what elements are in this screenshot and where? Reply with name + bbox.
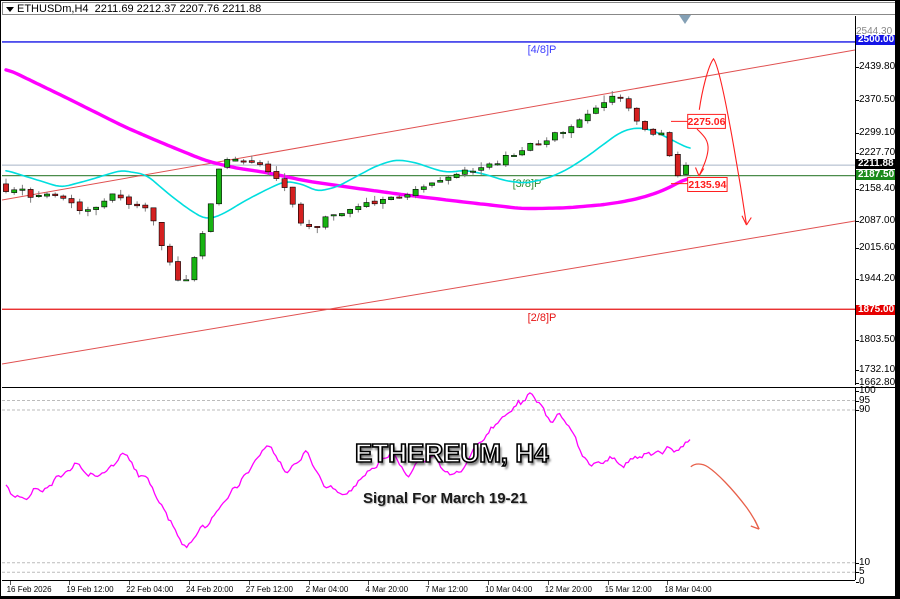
svg-text:[2/8]P: [2/8]P (528, 312, 557, 324)
svg-text:2135.94: 2135.94 (688, 179, 726, 191)
svg-text:[4/8]P: [4/8]P (528, 44, 557, 56)
svg-text:[3/8]P: [3/8]P (513, 178, 542, 190)
svg-text:2275.06: 2275.06 (688, 116, 726, 128)
